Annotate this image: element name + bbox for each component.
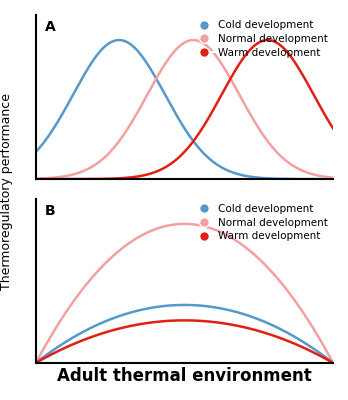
Text: A: A — [45, 20, 56, 34]
Text: Thermoregulatory performance: Thermoregulatory performance — [0, 94, 14, 290]
X-axis label: Adult thermal environment: Adult thermal environment — [57, 367, 312, 385]
Text: B: B — [45, 204, 55, 218]
Legend: Cold development, Normal development, Warm development: Cold development, Normal development, Wa… — [190, 16, 332, 62]
Legend: Cold development, Normal development, Warm development: Cold development, Normal development, Wa… — [190, 200, 332, 246]
